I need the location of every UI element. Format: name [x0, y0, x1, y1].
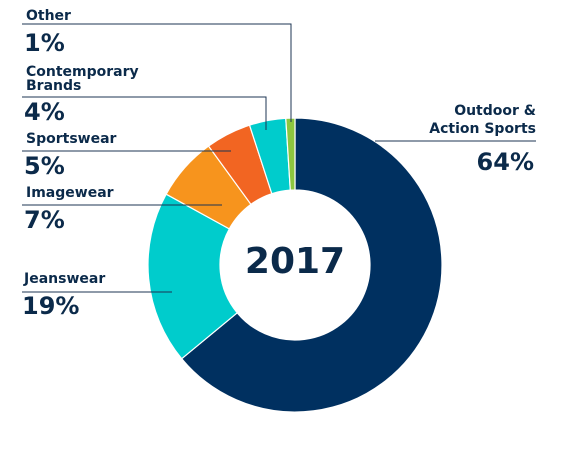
- slice-other: [285, 117, 296, 191]
- label-outdoor-value: 64%: [476, 148, 534, 176]
- label-other-name: Other: [26, 8, 71, 24]
- label-jeanswear-value: 19%: [22, 292, 80, 320]
- label-sportswear-value: 5%: [24, 152, 65, 180]
- label-imagewear-value: 7%: [24, 206, 65, 234]
- slice-jeanswear: [147, 193, 239, 360]
- slice-outdoor-action-sports: [180, 117, 443, 413]
- label-jeanswear-name: Jeanswear: [24, 271, 106, 287]
- label-imagewear-name: Imagewear: [26, 185, 114, 201]
- label-contemporary-name-line1: Contemporary: [26, 64, 139, 80]
- leader-contemporary: [22, 96, 267, 130]
- chart-title: 2017: [244, 241, 346, 282]
- leader-other: [22, 23, 292, 122]
- leader-lines: [22, 23, 536, 293]
- label-other-value: 1%: [24, 29, 65, 57]
- donut-slices: [147, 117, 443, 413]
- label-contemporary-name-line2: Brands: [26, 78, 82, 94]
- label-outdoor-name-line2: Action Sports: [429, 121, 536, 137]
- label-outdoor-name-line1: Outdoor &: [454, 103, 536, 119]
- label-contemporary-value: 4%: [24, 98, 65, 126]
- label-sportswear-name: Sportswear: [26, 131, 117, 147]
